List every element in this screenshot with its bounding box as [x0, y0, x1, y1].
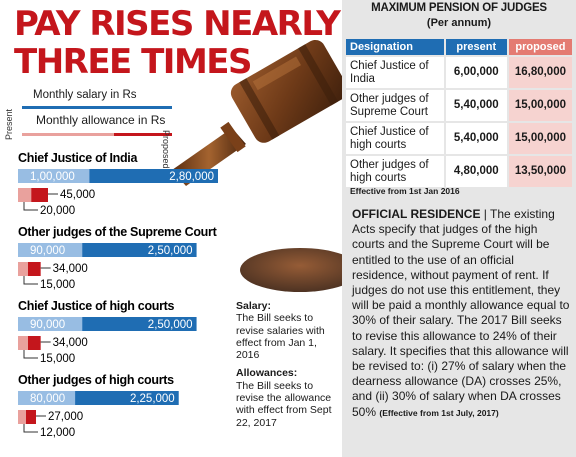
allowance-present-leader [23, 276, 38, 285]
cell-present: 5,40,000 [443, 123, 507, 154]
cell-proposed: 15,00,000 [506, 90, 572, 121]
allowance-note-title: Allowances: [236, 367, 298, 380]
category-label: Chief Justice of high courts [18, 299, 175, 313]
header-proposed: proposed [506, 39, 572, 55]
residence-heading: OFFICIAL RESIDENCE [352, 207, 481, 221]
left-panel: PAY RISES NEARLY THREE TIMES Monthly sal… [4, 4, 342, 439]
cell-designation: Other judges of Supreme Court [346, 90, 444, 121]
cell-present: 6,00,000 [443, 57, 507, 88]
salary-proposed-label: 2,80,000 [169, 171, 214, 183]
salary-allowance-chart: Chief Justice of India 1,00,000 2,80,000 45… [18, 151, 218, 439]
salary-present-label: 90,000 [30, 319, 65, 331]
salary-present-label: 1,00,000 [30, 171, 75, 183]
category-label: Other judges of high courts [18, 373, 174, 387]
pension-table-title: MAXIMUM PENSION OF JUDGES [371, 2, 547, 14]
pension-table-subtitle: (Per annum) [426, 17, 492, 29]
header-present: present [443, 39, 507, 55]
allowance-present-leader [23, 350, 38, 359]
cell-proposed: 15,00,000 [506, 123, 572, 154]
allowance-present-label: 12,000 [40, 427, 75, 439]
salary-note-title: Salary: [236, 300, 272, 312]
legend-salary-proposed-line [114, 106, 172, 109]
headline-line-1: PAY RISES NEARLY [14, 4, 341, 44]
cell-present: 4,80,000 [443, 156, 507, 187]
allowance-proposed-label: 45,000 [60, 189, 95, 201]
allowance-present-leader [23, 202, 38, 211]
allowance-present-label: 15,000 [40, 279, 75, 291]
table-row: Chief Justice of high courts 5,40,000 15… [346, 123, 572, 154]
table-row: Chief Justice of India 6,00,000 16,80,00… [346, 57, 572, 88]
right-panel: MAXIMUM PENSION OF JUDGES (Per annum) De… [342, 0, 576, 457]
category-label: Other judges of the Supreme Court [18, 225, 218, 239]
headline-line-2: THREE TIMES [14, 42, 253, 82]
table-row: Other judges of Supreme Court 5,40,000 1… [346, 90, 572, 121]
cell-designation: Chief Justice of high courts [346, 123, 444, 154]
salary-present-bar [18, 391, 76, 405]
cell-proposed: 16,80,000 [506, 57, 572, 88]
cell-designation: Chief Justice of India [346, 57, 444, 88]
allowance-present-label: 20,000 [40, 205, 75, 217]
legend-salary-label: Monthly salary in Rs [33, 89, 137, 101]
pension-table-header-row: Designation present proposed [346, 39, 572, 55]
category-label: Chief Justice of India [18, 151, 138, 165]
pension-table: Designation present proposed Chief Justi… [346, 37, 572, 189]
official-residence-text: OFFICIAL RESIDENCE | The existing Acts s… [352, 207, 570, 421]
table-row: Other judges of high courts 4,80,000 13,… [346, 156, 572, 187]
residence-effective-note: (Effective from 1st July, 2017) [379, 407, 499, 418]
salary-present-bar [18, 243, 83, 257]
allowance-proposed-label: 34,000 [53, 337, 88, 349]
cell-present: 5,40,000 [443, 90, 507, 121]
pension-effective-note: Effective from 1st Jan 2016 [350, 186, 460, 196]
legend-allowance-label: Monthly allowance in Rs [36, 113, 166, 127]
salary-proposed-label: 2,50,000 [148, 319, 193, 331]
header-designation: Designation [346, 39, 444, 55]
allowance-present-label: 15,000 [40, 353, 75, 365]
cell-designation: Other judges of high courts [346, 156, 444, 187]
notes-box: Salary: The Bill seeks to revise salarie… [236, 300, 340, 435]
salary-present-label: 80,000 [30, 393, 65, 405]
residence-body: | The existing Acts specify that judges … [352, 207, 570, 419]
allowance-present-bar [18, 188, 32, 202]
salary-present-bar [18, 169, 90, 183]
allowance-proposed-label: 27,000 [48, 411, 83, 423]
allowance-note-text: The Bill seeks to revise the allowance w… [236, 379, 332, 429]
salary-present-bar [18, 317, 83, 331]
legend-allowance-proposed-line [114, 133, 172, 136]
allowance-present-bar [18, 262, 28, 276]
allowance-present-bar [18, 410, 26, 424]
salary-note-text: The Bill seeks to revise salaries with e… [236, 312, 325, 362]
cell-proposed: 13,50,000 [506, 156, 572, 187]
allowance-present-bar [18, 336, 28, 350]
legend-salary-present-line [22, 106, 114, 109]
legend-allowance-present-line [22, 133, 114, 136]
salary-proposed-label: 2,25,000 [130, 393, 175, 405]
salary-present-label: 90,000 [30, 245, 65, 257]
salary-proposed-label: 2,50,000 [148, 245, 193, 257]
allowance-proposed-label: 34,000 [53, 263, 88, 275]
allowance-present-leader [23, 424, 38, 433]
